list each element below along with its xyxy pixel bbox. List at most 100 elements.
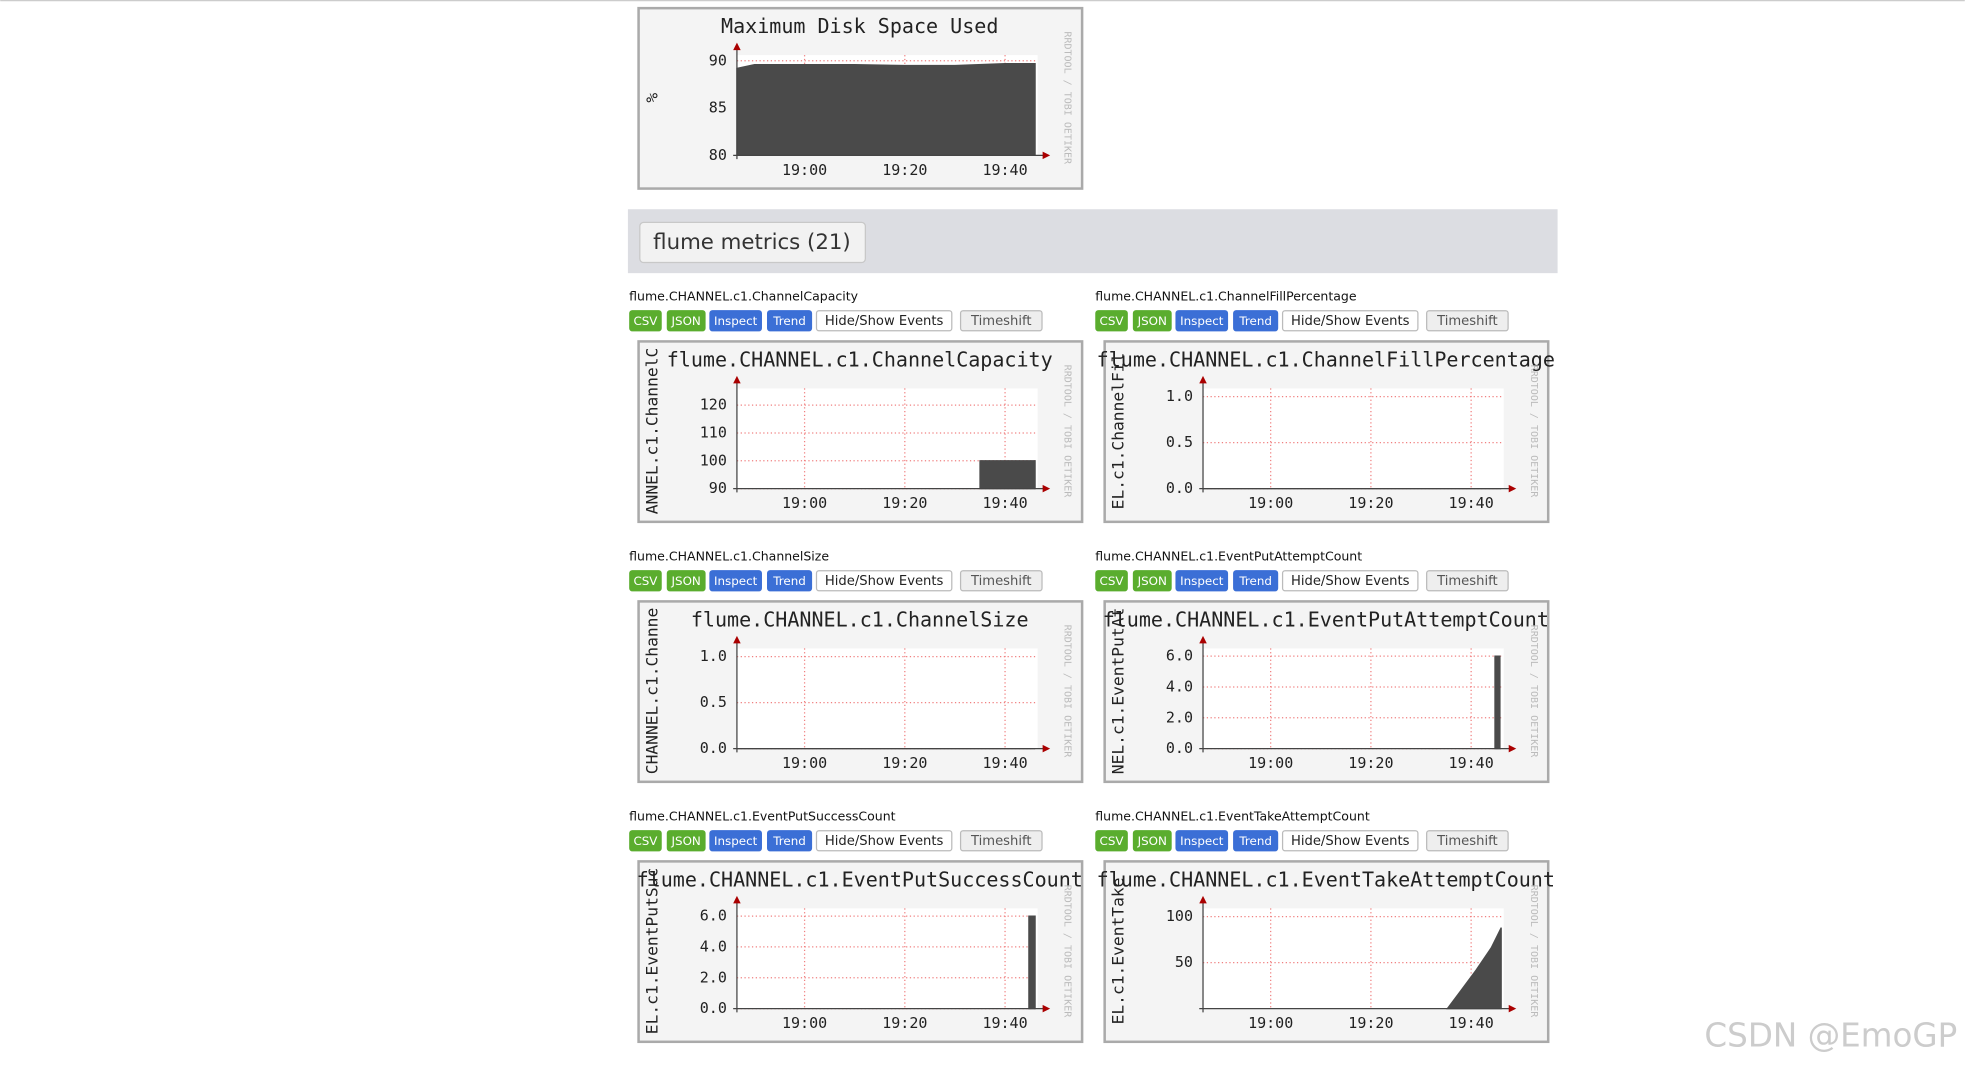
area (979, 460, 1036, 490)
button-label: Trend (772, 574, 806, 588)
button[interactable] (1132, 830, 1172, 852)
button[interactable] (815, 570, 953, 592)
plot-bg (736, 908, 1038, 1009)
axis-arrow (1508, 744, 1517, 753)
x-tick-label: 19:40 (1449, 1014, 1494, 1032)
button[interactable] (1281, 830, 1419, 852)
button[interactable] (1426, 570, 1509, 592)
footer-watermark: CSDN @EmoGP (1704, 1016, 1957, 1054)
y-tick-label: 4.0 (1166, 677, 1193, 695)
graph-title: flume.CHANNEL.c1.ChannelSize (691, 607, 1029, 631)
button[interactable] (709, 310, 762, 332)
graph-ylabel: CHANNEL.c1.Channe (642, 608, 661, 774)
y-tick-label: 110 (700, 423, 727, 441)
x-tick-label: 19:40 (982, 161, 1027, 179)
button-label: Hide/Show Events (825, 314, 944, 329)
metric-name: flume.CHANNEL.c1.ChannelFillPercentage (1095, 288, 1357, 303)
button[interactable] (666, 830, 706, 852)
button[interactable] (1175, 310, 1229, 332)
graph-title: flume.CHANNEL.c1.EventTakeAttemptCount (1097, 867, 1555, 891)
button[interactable] (1426, 830, 1509, 852)
button[interactable] (709, 570, 762, 592)
button-label: Inspect (714, 834, 758, 848)
button[interactable] (1175, 830, 1229, 852)
button[interactable] (1132, 310, 1172, 332)
button-label: Hide/Show Events (1291, 834, 1410, 849)
axis-arrow (1042, 744, 1051, 753)
x-tick-label: 19:20 (1348, 754, 1393, 772)
button[interactable] (1132, 570, 1172, 592)
button[interactable] (766, 570, 813, 592)
button[interactable] (766, 310, 813, 332)
button-label: Timeshift (970, 574, 1032, 589)
button-label: Timeshift (970, 834, 1032, 849)
y-tick-label: 100 (1166, 907, 1193, 925)
button[interactable] (666, 310, 706, 332)
button[interactable] (815, 310, 953, 332)
button-label: Inspect (714, 314, 758, 328)
plot-bg (736, 648, 1038, 749)
y-tick-label: 6.0 (1166, 647, 1193, 665)
x-tick-label: 19:00 (782, 161, 827, 179)
button-label: Trend (772, 314, 806, 328)
rrd-watermark: RRDTOOL / TOBI OETIKER (1528, 365, 1539, 499)
graph-ylabel: % (642, 93, 661, 103)
button[interactable] (1281, 310, 1419, 332)
section-title: flume metrics (21) (653, 230, 851, 255)
graph-ylabel: NEL.c1.EventPutAt (1109, 608, 1128, 774)
axis-arrow (1199, 375, 1207, 384)
button[interactable] (629, 310, 662, 332)
button[interactable] (1175, 570, 1229, 592)
graph-title: flume.CHANNEL.c1.EventPutSuccessCount (637, 867, 1083, 891)
x-tick-label: 19:20 (882, 754, 927, 772)
button[interactable] (1095, 830, 1128, 852)
y-tick-label: 50 (1175, 953, 1193, 971)
button[interactable] (959, 830, 1043, 852)
metric-name: flume.CHANNEL.c1.ChannelSize (629, 548, 829, 563)
button[interactable] (1233, 830, 1279, 852)
button-label: Trend (772, 834, 806, 848)
button[interactable] (1233, 570, 1279, 592)
axis-arrow (1042, 1004, 1051, 1013)
button[interactable] (629, 570, 662, 592)
x-tick-label: 19:40 (982, 494, 1027, 512)
button[interactable] (815, 830, 953, 852)
button[interactable] (1095, 570, 1128, 592)
button[interactable] (959, 310, 1043, 332)
x-tick-label: 19:40 (982, 754, 1027, 772)
button-label: CSV (633, 574, 658, 588)
button[interactable] (766, 830, 813, 852)
button[interactable] (1426, 310, 1509, 332)
button[interactable] (709, 830, 762, 852)
y-tick-label: 80 (709, 146, 727, 164)
axis-arrow (733, 635, 741, 644)
graph-title: flume.CHANNEL.c1.ChannelCapacity (667, 347, 1053, 371)
y-tick-label: 4.0 (700, 937, 727, 955)
x-tick-label: 19:20 (1348, 494, 1393, 512)
y-tick-label: 0.5 (1166, 433, 1193, 451)
axis-arrow (733, 375, 741, 384)
button-label: Inspect (1180, 574, 1224, 588)
button[interactable] (1233, 310, 1279, 332)
button[interactable] (1281, 570, 1419, 592)
y-tick-label: 120 (700, 396, 727, 414)
section-button[interactable] (639, 221, 866, 264)
axis-arrow (1508, 1004, 1517, 1013)
rrd-watermark: RRDTOOL / TOBI OETIKER (1062, 625, 1073, 759)
button[interactable] (666, 570, 706, 592)
graph-title: flume.CHANNEL.c1.ChannelFillPercentage (1097, 347, 1555, 371)
x-tick-label: 19:00 (1248, 1014, 1293, 1032)
x-tick-label: 19:00 (1248, 494, 1293, 512)
button[interactable] (959, 570, 1043, 592)
button[interactable] (629, 830, 662, 852)
y-tick-label: 100 (700, 451, 727, 469)
y-tick-label: 2.0 (1166, 708, 1193, 726)
button-label: JSON (671, 834, 701, 848)
button-label: JSON (1137, 314, 1167, 328)
button-label: CSV (633, 314, 658, 328)
x-tick-label: 19:20 (882, 161, 927, 179)
x-tick-label: 19:00 (782, 494, 827, 512)
button-label: JSON (1137, 834, 1167, 848)
button[interactable] (1095, 310, 1128, 332)
